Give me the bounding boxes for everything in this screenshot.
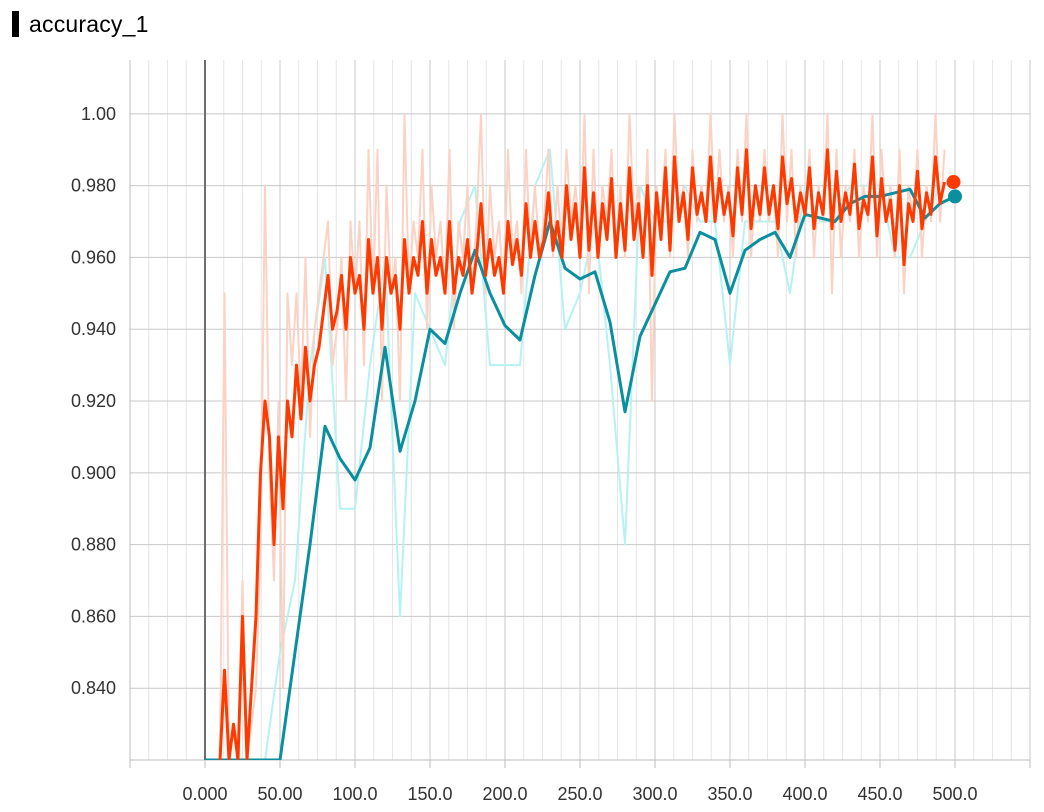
series-2-end-point bbox=[946, 175, 961, 190]
x-tick-label: 450.0 bbox=[857, 784, 902, 804]
y-tick-label: 1.00 bbox=[81, 104, 116, 124]
x-tick-label: 350.0 bbox=[707, 784, 752, 804]
x-tick-label: 300.0 bbox=[632, 784, 677, 804]
series-1-smoothed-line bbox=[205, 187, 956, 760]
y-tick-label: 0.920 bbox=[71, 391, 116, 411]
y-tick-label: 0.940 bbox=[71, 319, 116, 339]
series-1-end-point bbox=[948, 189, 962, 204]
y-tick-label: 0.980 bbox=[71, 176, 116, 196]
title-marker-bar bbox=[12, 11, 19, 37]
series-layer bbox=[205, 112, 962, 760]
x-tick-label: 200.0 bbox=[482, 784, 527, 804]
y-tick-label: 0.900 bbox=[71, 463, 116, 483]
series-2-smoothed-line bbox=[218, 148, 946, 760]
y-tick-label: 0.880 bbox=[71, 535, 116, 555]
x-tick-label: 150.0 bbox=[407, 784, 452, 804]
x-tick-label: 500.0 bbox=[932, 784, 977, 804]
y-tick-label: 0.960 bbox=[71, 247, 116, 267]
y-tick-label: 0.840 bbox=[71, 678, 116, 698]
y-tick-label: 0.860 bbox=[71, 606, 116, 626]
x-tick-label: 400.0 bbox=[782, 784, 827, 804]
tick-labels: 0.840 0.860 0.880 0.900 0.920 0.940 0.960 0.980… bbox=[71, 104, 978, 804]
series-group bbox=[205, 112, 956, 760]
x-tick-label: 250.0 bbox=[557, 784, 602, 804]
chart-title: accuracy_1 bbox=[29, 10, 149, 37]
x-tick-label: 100.0 bbox=[332, 784, 377, 804]
x-tick-label: 50.00 bbox=[257, 784, 302, 804]
x-tick-label: 0.000 bbox=[182, 784, 227, 804]
chart-title-wrap: accuracy_1 bbox=[12, 8, 149, 40]
